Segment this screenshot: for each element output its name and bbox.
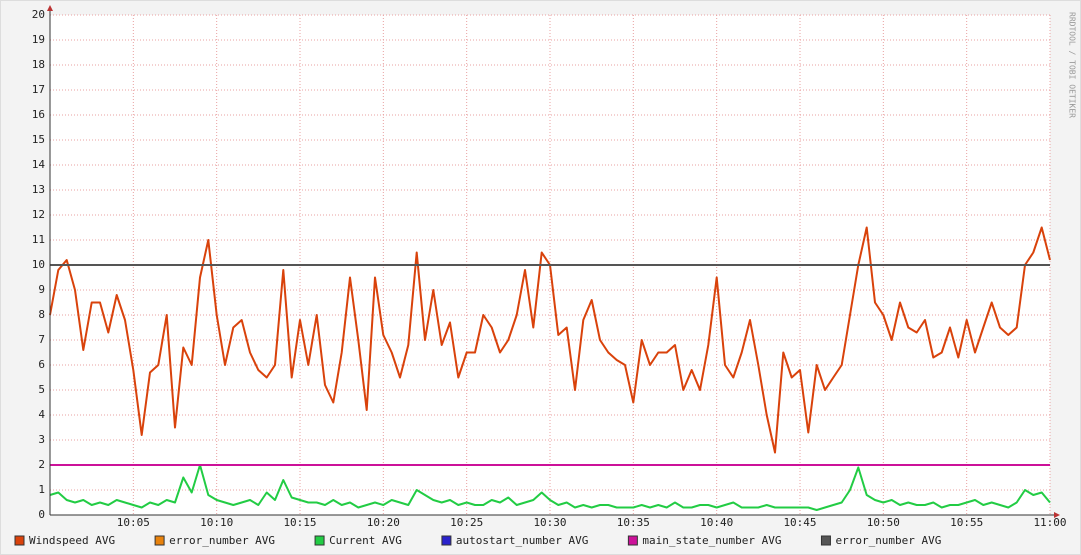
x-tick-label: 10:30 xyxy=(533,516,566,529)
legend-label: error_number AVG xyxy=(835,534,941,547)
x-arrow xyxy=(1054,512,1060,518)
x-tick-label: 10:55 xyxy=(950,516,983,529)
y-tick-label: 2 xyxy=(38,458,45,471)
legend-swatch xyxy=(820,535,831,546)
legend-label: error_number AVG xyxy=(169,534,275,547)
y-tick-label: 9 xyxy=(38,283,45,296)
x-tick-label: 10:45 xyxy=(783,516,816,529)
y-tick-label: 13 xyxy=(32,183,45,196)
y-tick-label: 14 xyxy=(32,158,46,171)
y-tick-label: 17 xyxy=(32,83,45,96)
legend-label: Current AVG xyxy=(329,534,402,547)
x-tick-label: 10:20 xyxy=(367,516,400,529)
x-tick-label: 10:50 xyxy=(867,516,900,529)
legend-swatch xyxy=(627,535,638,546)
y-tick-label: 12 xyxy=(32,208,45,221)
y-tick-label: 10 xyxy=(32,258,45,271)
y-tick-label: 5 xyxy=(38,383,45,396)
y-tick-label: 1 xyxy=(38,483,45,496)
legend-label: main_state_number AVG xyxy=(642,534,781,547)
legend-swatch xyxy=(154,535,165,546)
x-tick-label: 10:15 xyxy=(283,516,316,529)
legend-label: Windspeed AVG xyxy=(29,534,115,547)
y-tick-label: 6 xyxy=(38,358,45,371)
y-arrow xyxy=(47,5,53,11)
y-tick-label: 19 xyxy=(32,33,45,46)
x-tick-label: 10:40 xyxy=(700,516,733,529)
watermark: RRDTOOL / TOBI OETIKER xyxy=(1068,12,1077,118)
x-tick-label: 10:35 xyxy=(617,516,650,529)
x-tick-label: 10:10 xyxy=(200,516,233,529)
y-tick-label: 18 xyxy=(32,58,45,71)
y-tick-label: 3 xyxy=(38,433,45,446)
y-tick-label: 0 xyxy=(38,508,45,521)
y-tick-label: 11 xyxy=(32,233,45,246)
y-tick-label: 16 xyxy=(32,108,45,121)
y-tick-label: 20 xyxy=(32,8,45,21)
y-tick-label: 7 xyxy=(38,333,45,346)
y-tick-label: 8 xyxy=(38,308,45,321)
lines xyxy=(49,226,1051,511)
series-line xyxy=(49,464,1051,511)
legend-label: autostart_number AVG xyxy=(456,534,588,547)
x-tick-label: 10:25 xyxy=(450,516,483,529)
y-tick-label: 15 xyxy=(32,133,45,146)
x-tick-label: 11:00 xyxy=(1033,516,1066,529)
x-tick-label: 10:05 xyxy=(117,516,150,529)
legend-swatch xyxy=(14,535,25,546)
legend-swatch xyxy=(441,535,452,546)
legend: Windspeed AVG error_number AVG Current AVG… xyxy=(14,534,941,547)
y-tick-label: 4 xyxy=(38,408,45,421)
legend-swatch xyxy=(314,535,325,546)
